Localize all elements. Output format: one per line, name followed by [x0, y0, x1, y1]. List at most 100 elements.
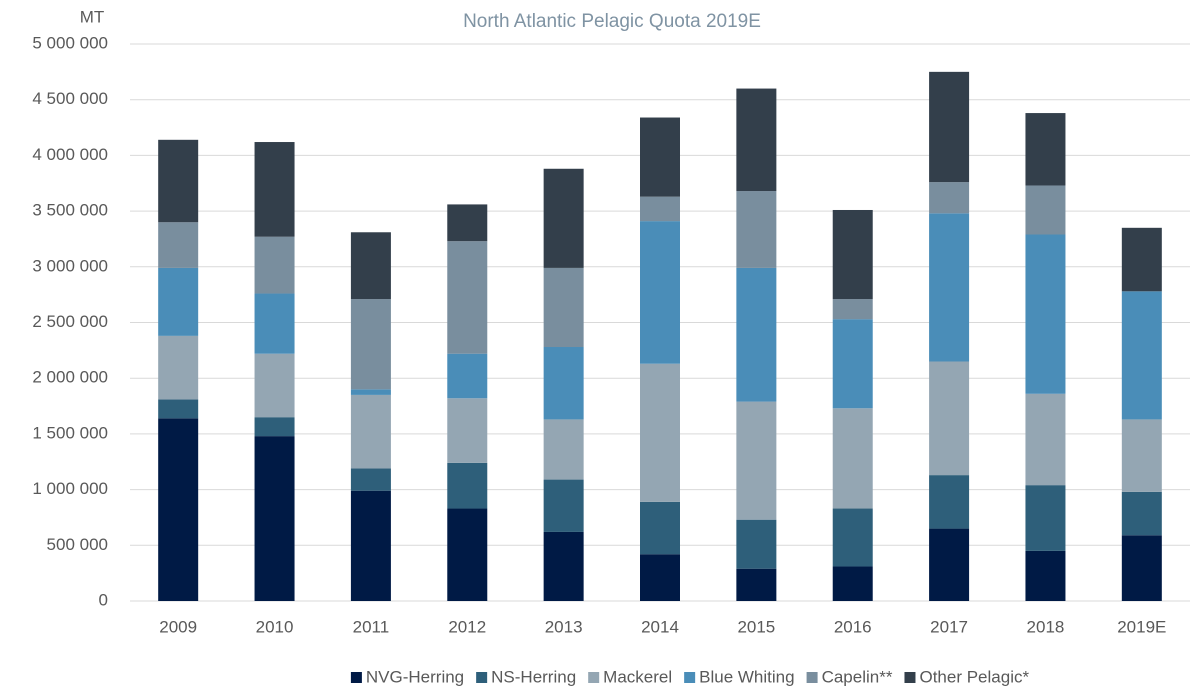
- bar-segment: [254, 353, 295, 418]
- bar-segment: [736, 88, 777, 192]
- x-tick-label: 2013: [545, 617, 583, 636]
- x-tick-label: 2014: [641, 617, 679, 636]
- bar-segment: [832, 209, 873, 300]
- bar-segment: [736, 191, 777, 268]
- bar-segment: [1025, 234, 1066, 394]
- bar-segment: [929, 71, 970, 183]
- y-tick-label: 0: [99, 590, 108, 609]
- y-tick-label: 1 500 000: [32, 423, 108, 442]
- bar-segment: [640, 554, 680, 601]
- bar-segment: [929, 475, 970, 529]
- bar-segment: [254, 142, 295, 237]
- chart-title: North Atlantic Pelagic Quota 2019E: [463, 11, 761, 32]
- bar-segment: [350, 468, 391, 491]
- bar-segment: [1025, 393, 1066, 486]
- legend-label: Capelin**: [822, 667, 893, 686]
- legend-label: Mackerel: [603, 667, 672, 686]
- legend-swatch: [476, 672, 488, 683]
- bar-segment: [543, 479, 584, 532]
- bar-segment: [640, 117, 680, 197]
- y-tick-label: 4 000 000: [32, 145, 108, 164]
- bar-segment: [350, 232, 391, 300]
- legend-swatch: [806, 672, 818, 683]
- bar-segment: [447, 353, 488, 399]
- bar-segment: [640, 196, 680, 222]
- bar-segment: [929, 213, 970, 362]
- bar-segment: [1121, 227, 1162, 292]
- bar-segment: [736, 568, 777, 601]
- x-tick-label: 2009: [159, 617, 197, 636]
- legend-swatch: [684, 672, 696, 683]
- y-tick-label: 3 500 000: [32, 201, 108, 220]
- bar-segment: [1121, 535, 1162, 601]
- legend-label: NS-Herring: [491, 667, 576, 686]
- bar-segment: [832, 566, 873, 601]
- bar-segment: [832, 319, 873, 409]
- legend-label: Other Pelagic*: [919, 667, 1029, 686]
- y-tick-label: 5 000 000: [32, 33, 108, 52]
- bar-segment: [1121, 491, 1162, 536]
- bar-segment: [929, 361, 970, 476]
- bar-segment: [640, 501, 680, 555]
- x-tick-label: 2011: [353, 617, 390, 636]
- y-tick-label: 4 500 000: [32, 89, 108, 108]
- bar-segment: [254, 436, 295, 601]
- bar-segment: [929, 182, 970, 214]
- y-tick-label: 2 500 000: [32, 312, 108, 331]
- bar-segment: [447, 241, 488, 354]
- bar-segment: [350, 389, 391, 395]
- bar-segment: [543, 168, 584, 268]
- y-tick-label: 500 000: [47, 535, 108, 554]
- bar-segment: [158, 399, 199, 419]
- bar-segment: [1121, 419, 1162, 492]
- y-tick-label: 3 000 000: [32, 256, 108, 275]
- x-tick-label: 2015: [737, 617, 775, 636]
- bar-segment: [736, 267, 777, 402]
- bar-segment: [1025, 113, 1066, 186]
- x-tick-label: 2010: [256, 617, 294, 636]
- bar-segment: [254, 417, 295, 437]
- bar-segment: [929, 528, 970, 601]
- bar-segment: [736, 519, 777, 569]
- bar-segment: [447, 204, 488, 242]
- bar-segment: [254, 236, 295, 294]
- bar-segment: [158, 418, 199, 601]
- bar-segment: [158, 139, 199, 223]
- bar-segment: [640, 363, 680, 502]
- bar-segment: [1025, 485, 1066, 551]
- bar-segment: [832, 408, 873, 509]
- y-tick-label: 1 000 000: [32, 479, 108, 498]
- legend-label: Blue Whiting: [699, 667, 794, 686]
- y-tick-label: 2 000 000: [32, 368, 108, 387]
- legend-swatch: [588, 672, 600, 683]
- bar-segment: [158, 335, 199, 400]
- bar-segment: [1025, 185, 1066, 235]
- bar-segment: [640, 221, 680, 364]
- bar-segment: [736, 401, 777, 520]
- bar-segment: [447, 508, 488, 601]
- bar-segment: [447, 462, 488, 509]
- bar-segment: [350, 394, 391, 469]
- bar-segment: [350, 299, 391, 390]
- x-tick-label: 2018: [1027, 617, 1065, 636]
- bar-segment: [543, 267, 584, 348]
- x-tick-label: 2016: [834, 617, 872, 636]
- y-axis-label: MT: [80, 7, 105, 26]
- x-tick-label: 2012: [448, 617, 486, 636]
- bar-segment: [832, 299, 873, 320]
- x-tick-label: 2017: [930, 617, 968, 636]
- bar-segment: [832, 508, 873, 567]
- legend-label: NVG-Herring: [366, 667, 464, 686]
- bar-segment: [543, 347, 584, 420]
- bar-segment: [447, 398, 488, 463]
- legend-swatch: [350, 672, 362, 683]
- bar-segment: [543, 419, 584, 480]
- bar-segment: [543, 531, 584, 601]
- bar-segment: [254, 293, 295, 354]
- bar-segment: [158, 222, 199, 268]
- bar-segment: [1121, 291, 1162, 420]
- bar-segment: [350, 490, 391, 601]
- x-tick-label: 2019E: [1117, 617, 1166, 636]
- bar-segment: [1025, 550, 1066, 601]
